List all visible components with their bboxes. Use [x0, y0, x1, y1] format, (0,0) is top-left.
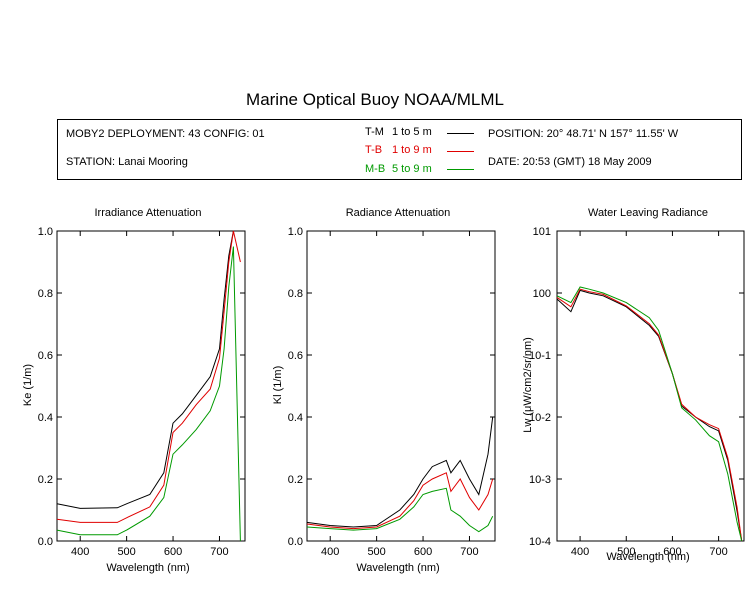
series-line-2 — [306, 487, 494, 533]
legend-line-tb — [447, 151, 474, 152]
y-axis-label: Ke (1/m) — [22, 364, 34, 406]
legend-code-tb: T-B — [365, 144, 383, 156]
x-tick-label: 700 — [460, 546, 478, 558]
legend-range-mb: 5 to 9 m — [392, 163, 432, 175]
x-tick-label: 500 — [617, 546, 635, 558]
legend-line-tm — [447, 133, 474, 134]
y-tick-label: 0.0 — [38, 536, 53, 548]
chart-title: Water Leaving Radiance — [588, 207, 708, 219]
y-tick-label: 100 — [533, 288, 551, 300]
x-tick-label: 700 — [709, 546, 727, 558]
y-axis-label: Kl (1/m) — [272, 366, 284, 405]
chart-title: Irradiance Attenuation — [94, 207, 201, 219]
x-tick-label: 400 — [71, 546, 89, 558]
series-line-2 — [56, 246, 241, 542]
x-tick-label: 600 — [164, 546, 182, 558]
deployment-text: MOBY2 DEPLOYMENT: 43 CONFIG: 01 — [66, 128, 265, 140]
y-tick-label: 0.8 — [288, 288, 303, 300]
y-tick-label: 10-4 — [529, 536, 551, 548]
x-axis-label: Wavelength (nm) — [356, 562, 439, 574]
plot-frame — [556, 230, 745, 542]
legend-code-mb: M-B — [365, 163, 386, 175]
x-tick-label: 600 — [663, 546, 681, 558]
y-tick-label: 0.2 — [38, 474, 53, 486]
series-line-1 — [56, 230, 241, 523]
station-text: STATION: Lanai Mooring — [66, 156, 188, 168]
y-tick-label: 0.2 — [288, 474, 303, 486]
legend-line-mb — [447, 169, 474, 170]
y-tick-label: 10-3 — [529, 474, 551, 486]
y-tick-label: 1.0 — [38, 226, 53, 238]
series-line-0 — [556, 289, 743, 542]
x-tick-label: 400 — [571, 546, 589, 558]
y-tick-label: 0.6 — [288, 350, 303, 362]
x-tick-label: 700 — [210, 546, 228, 558]
legend-range-tm: 1 to 5 m — [392, 126, 432, 138]
y-tick-label: 10-2 — [529, 412, 551, 424]
x-axis-label: Wavelength (nm) — [606, 551, 689, 563]
x-tick-label: 600 — [414, 546, 432, 558]
y-tick-label: 1.0 — [288, 226, 303, 238]
x-tick-label: 500 — [367, 546, 385, 558]
irradiance-attenuation-chart: Irradiance Attenuation Wavelength (nm) K… — [22, 207, 246, 574]
series-line-0 — [306, 416, 494, 528]
y-tick-label: 0.6 — [38, 350, 53, 362]
y-axis-label: Lw (μW/cm2/sr/nm) — [522, 337, 534, 433]
water-leaving-radiance-chart: Water Leaving Radiance Wavelength (nm) L… — [522, 207, 745, 563]
x-axis-label: Wavelength (nm) — [106, 562, 189, 574]
y-tick-label: 0.4 — [288, 412, 303, 424]
y-tick-label: 0.8 — [38, 288, 53, 300]
deployment-info-box: MOBY2 DEPLOYMENT: 43 CONFIG: 01 STATION:… — [57, 119, 742, 180]
y-tick-label: 0.0 — [288, 536, 303, 548]
series-line-0 — [56, 230, 241, 509]
plot-frame — [306, 230, 496, 542]
position-text: POSITION: 20° 48.71' N 157° 11.55' W — [488, 128, 679, 140]
radiance-attenuation-chart: Radiance Attenuation Wavelength (nm) Kl … — [272, 207, 496, 574]
date-text: DATE: 20:53 (GMT) 18 May 2009 — [488, 156, 652, 168]
chart-title: Radiance Attenuation — [346, 207, 451, 219]
legend-range-tb: 1 to 9 m — [392, 144, 432, 156]
plot-frame — [56, 230, 246, 542]
x-tick-label: 500 — [117, 546, 135, 558]
x-tick-label: 400 — [321, 546, 339, 558]
series-line-1 — [306, 472, 494, 530]
legend-code-tm: T-M — [365, 126, 384, 138]
series-line-1 — [556, 288, 743, 542]
page-title: Marine Optical Buoy NOAA/MLML — [246, 90, 504, 109]
series-line-2 — [556, 286, 743, 542]
y-tick-label: 10-1 — [529, 350, 551, 362]
y-tick-label: 101 — [533, 226, 551, 238]
y-tick-label: 0.4 — [38, 412, 53, 424]
